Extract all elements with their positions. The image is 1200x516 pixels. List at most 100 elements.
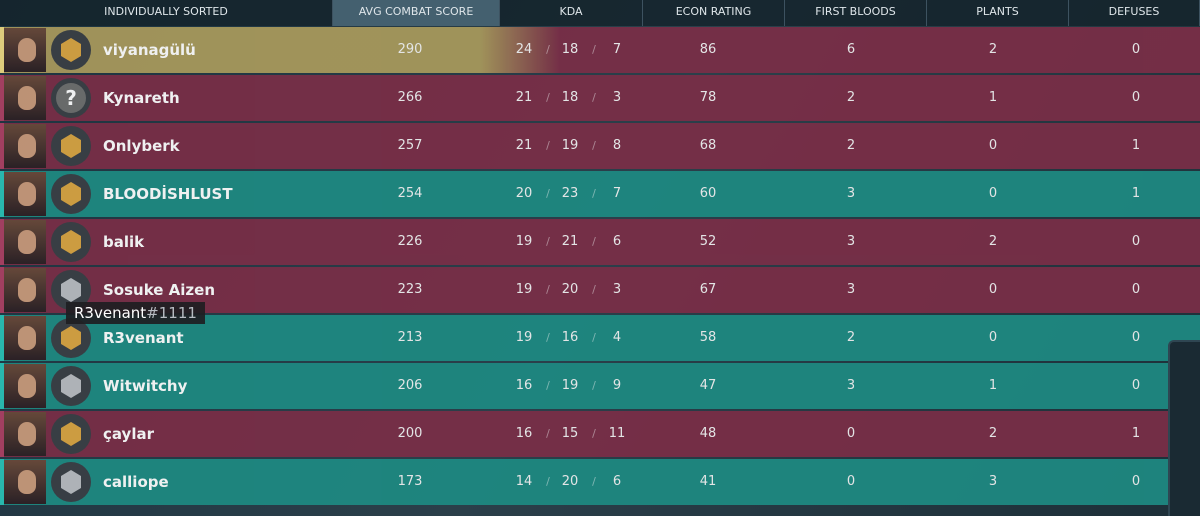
stat-econ: 78	[699, 90, 717, 105]
stat-deaths: 18	[561, 90, 579, 105]
stat-plants: 1	[988, 90, 998, 105]
stat-assists: 3	[612, 282, 622, 297]
stat-econ: 47	[699, 378, 717, 393]
player-row: Onlyberk 257 68 2 0 1 21 19 8 / /	[0, 123, 1200, 169]
stat-econ: 41	[699, 474, 717, 489]
stat-deaths: 23	[561, 186, 579, 201]
stat-acs: 223	[397, 282, 423, 297]
tooltip-name: R3venant	[74, 304, 147, 322]
kda-separator: /	[546, 139, 550, 152]
stat-plants: 0	[988, 282, 998, 297]
agent-avatar	[4, 124, 46, 168]
player-row: ? Kynareth 266 78 2 1 0 21 18 3//	[0, 75, 1200, 121]
side-panel	[1168, 340, 1200, 516]
stat-kills: 16	[515, 426, 533, 441]
kda-separator: /	[546, 331, 550, 344]
kda-separator: /	[546, 235, 550, 248]
stat-defuses: 0	[1131, 282, 1141, 297]
kda-separator: /	[546, 427, 550, 440]
agent-avatar	[4, 364, 46, 408]
stat-kills: 24	[515, 42, 533, 57]
stat-acs: 226	[397, 234, 423, 249]
stat-defuses: 1	[1131, 186, 1141, 201]
stat-kills: 19	[515, 330, 533, 345]
stat-kills: 21	[515, 90, 533, 105]
stat-acs: 290	[397, 42, 423, 57]
rank-gem	[61, 470, 81, 494]
agent-face	[18, 134, 36, 158]
stat-assists: 7	[612, 186, 622, 201]
stat-defuses: 0	[1131, 90, 1141, 105]
stat-assists: 3	[612, 90, 622, 105]
stat-econ: 48	[699, 426, 717, 441]
rank-icon: ?	[51, 78, 91, 118]
column-header: INDIVIDUALLY SORTED	[0, 0, 333, 26]
player-row: calliope 173 41 0 3 0 14 20 6 / /	[0, 459, 1200, 505]
player-row: balik 226 52 3 2 0 19 21 6 / /	[0, 219, 1200, 265]
column-header: ECON RATING	[643, 0, 785, 26]
stat-acs: 266	[397, 90, 423, 105]
stat-plants: 1	[988, 378, 998, 393]
stat-deaths: 15	[561, 426, 579, 441]
team-strip	[0, 27, 4, 73]
tooltip-tag: #1111	[146, 304, 197, 322]
kda-separator: /	[592, 43, 596, 56]
team-strip	[0, 411, 4, 457]
kda-separator: /	[592, 187, 596, 200]
stat-plants: 2	[988, 234, 998, 249]
player-name: balik	[103, 233, 145, 251]
agent-avatar	[4, 220, 46, 264]
rank-gem	[61, 230, 81, 254]
agent-face	[18, 38, 36, 62]
team-strip	[0, 171, 4, 217]
kda-separator: /	[546, 187, 550, 200]
team-strip	[0, 459, 4, 505]
kda-separator: /	[546, 43, 550, 56]
stat-econ: 68	[699, 138, 717, 153]
kda-separator: /	[546, 283, 550, 296]
stat-acs: 206	[397, 378, 423, 393]
rank-label: ?	[56, 83, 86, 113]
player-name: çaylar	[103, 425, 154, 443]
player-name: viyanagülü	[103, 41, 196, 59]
stat-plants: 2	[988, 426, 998, 441]
stat-plants: 0	[988, 186, 998, 201]
stat-deaths: 20	[561, 282, 579, 297]
stat-defuses: 0	[1131, 234, 1141, 249]
stat-kills: 14	[515, 474, 533, 489]
stat-kills: 20	[515, 186, 533, 201]
rank-icon	[51, 126, 91, 166]
stat-econ: 52	[699, 234, 717, 249]
player-name: Witwitchy	[103, 377, 188, 395]
player-name: calliope	[103, 473, 169, 491]
stat-econ: 60	[699, 186, 717, 201]
rank-gem	[61, 134, 81, 158]
player-row: çaylar 200 48 0 2 1 16 15 11 / /	[0, 411, 1200, 457]
stat-assists: 8	[612, 138, 622, 153]
stat-plants: 2	[988, 42, 998, 57]
rank-gem	[61, 278, 81, 302]
agent-avatar	[4, 28, 46, 72]
stat-defuses: 0	[1131, 330, 1141, 345]
player-name: Sosuke Aizen	[103, 281, 216, 299]
rank-icon	[51, 414, 91, 454]
agent-face	[18, 326, 36, 350]
stat-first-bloods: 3	[846, 378, 856, 393]
stat-first-bloods: 2	[846, 330, 856, 345]
rank-gem	[61, 374, 81, 398]
stat-econ: 58	[699, 330, 717, 345]
stat-first-bloods: 0	[846, 426, 856, 441]
rank-icon	[51, 366, 91, 406]
column-header: KDA	[500, 0, 643, 26]
kda-separator: /	[592, 283, 596, 296]
agent-face	[18, 86, 36, 110]
stat-deaths: 16	[561, 330, 579, 345]
stat-plants: 0	[988, 138, 998, 153]
stat-deaths: 20	[561, 474, 579, 489]
player-name: R3venant	[103, 329, 184, 347]
stat-deaths: 18	[561, 42, 579, 57]
stat-first-bloods: 2	[846, 138, 856, 153]
column-header: FIRST BLOODS	[785, 0, 927, 26]
stat-first-bloods: 3	[846, 282, 856, 297]
rank-gem	[61, 422, 81, 446]
